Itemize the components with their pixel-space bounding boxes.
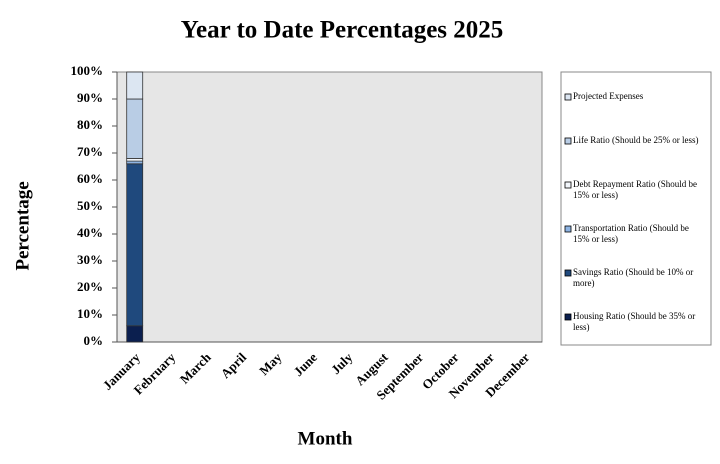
legend-entry: Debt Repayment Ratio (Should be 15% or l…	[573, 179, 697, 200]
x-tick-label: June	[291, 349, 321, 379]
legend-swatch	[564, 269, 572, 277]
legend-swatch	[564, 225, 572, 233]
bar-segment	[126, 157, 144, 162]
y-tick-label: 80%	[77, 117, 103, 132]
legend-entry: Life Ratio (Should be 25% or less)	[573, 135, 699, 145]
chart-title: Year to Date Percentages 2025	[181, 17, 504, 44]
legend-entry: Transportation Ratio (Should be 15% or l…	[573, 223, 689, 244]
y-tick-label: 50%	[77, 198, 103, 213]
bar-segment	[126, 163, 144, 327]
y-tick-label: 0%	[84, 333, 104, 348]
x-tick-label: April	[218, 349, 250, 381]
legend-swatch	[564, 181, 572, 189]
y-tick-label: 60%	[77, 171, 103, 186]
y-axis-label: Percentage	[12, 181, 33, 270]
legend-label: Savings Ratio (Should be 10% or more)	[573, 267, 694, 288]
y-tick-label: 20%	[77, 279, 103, 294]
legend-swatch	[564, 313, 572, 321]
x-tick-label: July	[328, 349, 356, 377]
bar-segment	[126, 98, 144, 159]
legend-entry: Housing Ratio (Should be 35% or less)	[573, 311, 696, 332]
y-tick-label: 70%	[77, 144, 103, 159]
y-tick-label: 40%	[77, 225, 103, 240]
legend-entry: Savings Ratio (Should be 10% or more)	[573, 267, 694, 288]
x-tick-label: May	[256, 349, 285, 378]
bar-segment	[126, 71, 144, 100]
y-tick-label: 90%	[77, 90, 103, 105]
legend	[560, 71, 712, 346]
bar-segment	[126, 325, 144, 343]
legend-label: Housing Ratio (Should be 35% or less)	[573, 311, 696, 332]
bar-segment	[126, 160, 144, 165]
legend-label: Transportation Ratio (Should be 15% or l…	[573, 223, 689, 244]
x-axis-label: Month	[298, 428, 353, 449]
legend-label: Projected Expenses	[573, 91, 644, 101]
plot-area	[116, 71, 543, 343]
legend-swatch	[564, 93, 572, 101]
x-tick-label: March	[177, 349, 215, 387]
legend-swatch	[564, 137, 572, 145]
legend-label: Life Ratio (Should be 25% or less)	[573, 135, 699, 145]
y-tick-label: 100%	[71, 63, 104, 78]
legend-entry: Projected Expenses	[573, 91, 644, 101]
y-tick-label: 30%	[77, 252, 103, 267]
legend-label: Debt Repayment Ratio (Should be 15% or l…	[573, 179, 697, 200]
y-tick-label: 10%	[77, 306, 103, 321]
